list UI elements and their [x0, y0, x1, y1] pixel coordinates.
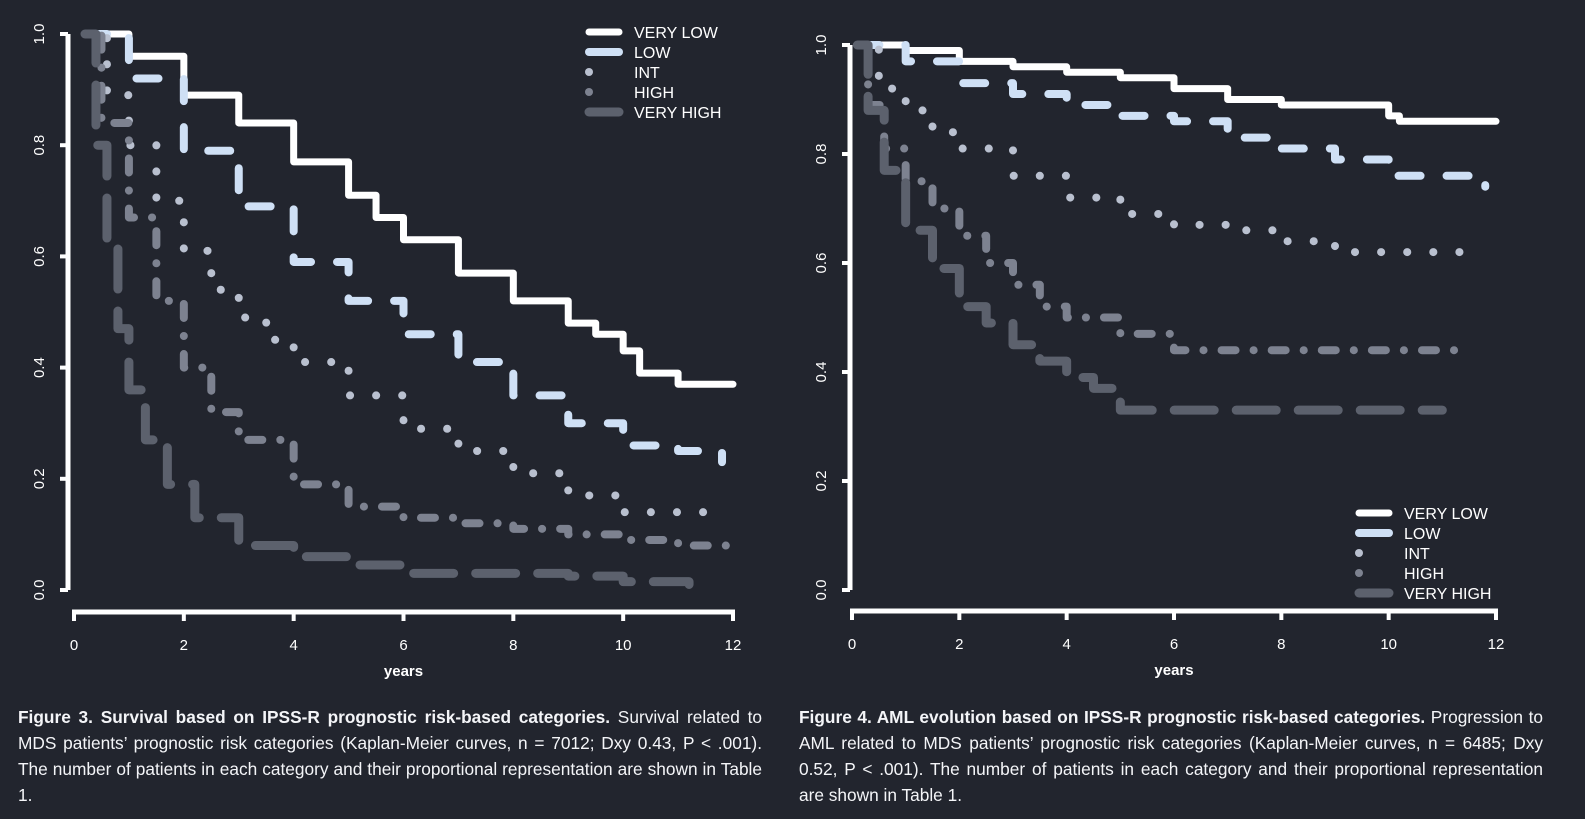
x-tick-label: 4 — [1062, 636, 1070, 653]
x-tick-label: 4 — [289, 637, 297, 654]
series-line-high — [853, 41, 1474, 355]
series-line-very-high — [80, 29, 694, 589]
x-tick-label: 8 — [1277, 636, 1285, 653]
x-axis-label: years — [1154, 662, 1193, 679]
legend-label: INT — [1404, 546, 1430, 563]
series-line-very-low — [81, 30, 737, 388]
figure-4-caption-title: Figure 4. AML evolution based on IPSS-R … — [799, 707, 1426, 727]
x-axis-label: years — [384, 663, 423, 680]
series-line-very-low — [853, 41, 1500, 125]
legend-label: VERY HIGH — [634, 105, 721, 122]
y-tick-label: 0.2 — [31, 468, 48, 489]
y-tick-label: 0.8 — [813, 144, 830, 165]
series-line-int — [80, 30, 710, 522]
legend-label: LOW — [1404, 526, 1441, 543]
figure-3-caption: Figure 3. Survival based on IPSS-R progn… — [18, 704, 762, 808]
y-tick-label: 0.4 — [31, 357, 48, 378]
x-tick-label: 12 — [1488, 636, 1505, 653]
x-tick-label: 2 — [955, 636, 963, 653]
x-tick-label: 10 — [615, 637, 632, 654]
x-tick-label: 6 — [399, 637, 407, 654]
x-tick-label: 0 — [848, 636, 856, 653]
legend-label: VERY HIGH — [1404, 586, 1491, 603]
legend-label: VERY LOW — [1404, 506, 1489, 523]
y-tick-label: 0.0 — [31, 580, 48, 601]
legend-label: HIGH — [1404, 566, 1444, 583]
legend-label: LOW — [634, 45, 671, 62]
y-tick-label: 0.0 — [813, 580, 830, 601]
y-tick-label: 1.0 — [813, 35, 830, 56]
y-tick-label: 0.2 — [813, 471, 830, 492]
x-tick-label: 12 — [725, 637, 742, 654]
y-tick-label: 0.4 — [813, 362, 830, 383]
legend-label: INT — [634, 65, 660, 82]
figure-3-caption-body: Survival related to MDS patients’ progno… — [18, 707, 763, 805]
legend: VERY LOW LOW INT HIGH VERY HIGH — [1354, 506, 1491, 603]
figure-4-caption-body: Progression to AML related to MDS patien… — [799, 707, 1543, 805]
figures-canvas: 0.0 0.2 0.4 0.6 0.8 1.0 0 2 4 6 8 10 12 years VERY LOW… — [31, 24, 1504, 680]
series-line-very-high — [852, 40, 1447, 415]
x-tick-label: 2 — [180, 637, 188, 654]
legend-label: VERY LOW — [634, 25, 719, 42]
figure-3-caption-title: Figure 3. Survival based on IPSS-R progn… — [18, 707, 611, 727]
chart-1: 0.0 0.2 0.4 0.6 0.8 1.0 0 2 4 6 8 10 12 years VERY LOW… — [31, 24, 741, 680]
legend: VERY LOW LOW INT HIGH VERY HIGH — [584, 25, 721, 122]
x-tick-label: 6 — [1170, 636, 1178, 653]
x-tick-label: 0 — [70, 637, 78, 654]
x-tick-label: 10 — [1380, 636, 1397, 653]
y-tick-label: 0.8 — [31, 135, 48, 156]
chart-2: 0.0 0.2 0.4 0.6 0.8 1.0 0 2 4 6 8 10 12 years VERY LOW… — [813, 35, 1504, 679]
figure-4-caption: Figure 4. AML evolution based on IPSS-R … — [799, 704, 1543, 808]
series-line-low — [80, 30, 727, 467]
y-tick-label: 1.0 — [31, 24, 48, 45]
x-tick-label: 8 — [509, 637, 517, 654]
series-line-low — [853, 41, 1490, 191]
y-tick-label: 0.6 — [31, 246, 48, 267]
legend-label: HIGH — [634, 85, 674, 102]
y-tick-label: 0.6 — [813, 253, 830, 274]
